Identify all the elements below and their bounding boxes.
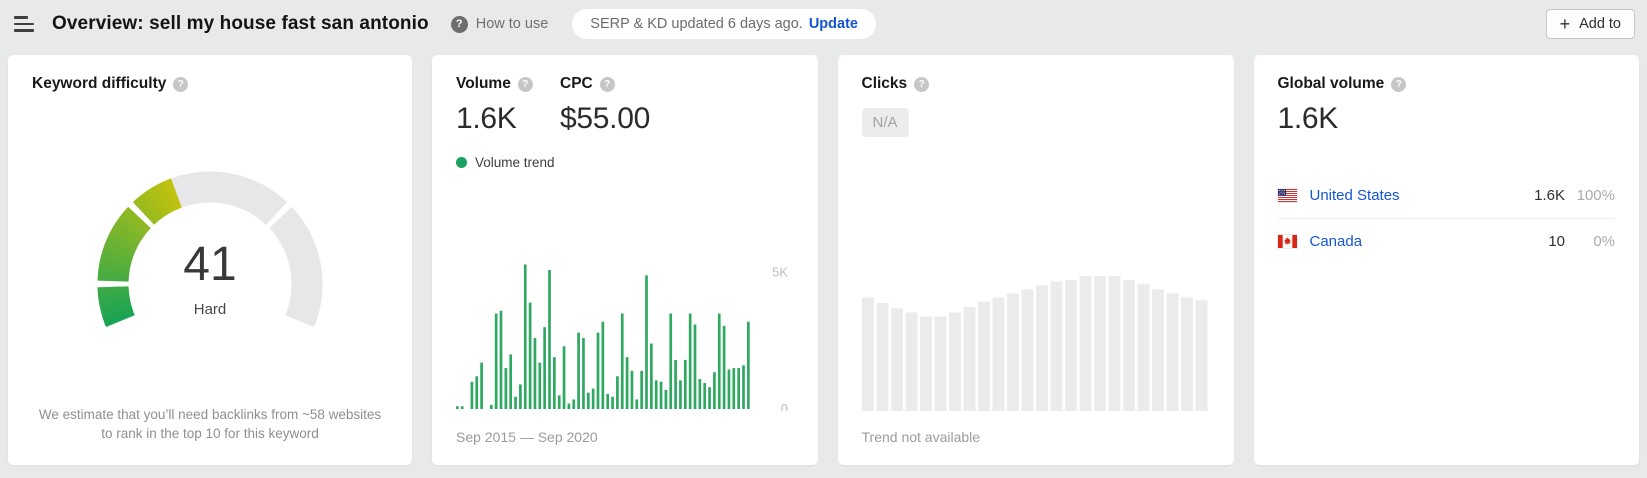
svg-text:5K: 5K [772,265,788,280]
country-row-canada: Canada 10 0% [1277,218,1615,263]
svg-text:41: 41 [183,238,236,291]
serp-kd-status-pill: SERP & KD updated 6 days ago. Update [572,9,876,39]
help-circle-icon[interactable]: ? [517,76,533,92]
clicks-placeholder-chart: Trend not available [861,271,1210,445]
sidebar-toggle-button[interactable] [12,13,36,35]
country-percent: 100% [1576,187,1615,204]
serp-kd-status-text: SERP & KD updated 6 days ago. [590,16,803,32]
card-title-volume: Volume ? [456,75,560,93]
help-circle-icon[interactable]: ? [914,76,930,92]
topbar: Overview: sell my house fast san antonio… [0,0,1647,48]
add-to-label: Add to [1579,16,1621,32]
hamburger-icon [14,16,28,19]
help-circle-icon[interactable]: ? [599,76,615,92]
add-to-button[interactable]: + Add to [1545,9,1635,39]
help-circle-icon[interactable]: ? [450,15,468,33]
country-row-united-states: United States 1.6K 100% [1277,173,1615,218]
global-volume-card: Global volume ? 1.6K [1253,55,1639,465]
country-link[interactable]: United States [1309,187,1400,204]
green-dot-icon [456,157,467,168]
us-flag-icon [1277,189,1297,202]
how-to-use-link[interactable]: How to use [475,16,549,32]
clicks-trend-note: Trend not available [861,429,981,445]
plus-icon: + [1559,13,1571,34]
help-circle-icon[interactable]: ? [173,76,189,92]
country-percent: 0% [1593,232,1615,250]
card-title-global-volume: Global volume ? [1278,75,1616,93]
card-title-keyword-difficulty: Keyword difficulty ? [32,75,388,93]
svg-text:0: 0 [781,401,788,411]
country-volume: 1.6K [1534,187,1565,204]
volume-trend-chart: 5K 0 Sep 2015 — Sep 2020 [456,257,794,445]
volume-trend-legend: Volume trend [456,155,794,170]
card-title-cpc: CPC ? [560,75,650,93]
volume-date-range: Sep 2015 — Sep 2020 [456,429,598,445]
country-volume: 10 [1548,232,1565,250]
clicks-card: Clicks ? N/A Trend not available [837,55,1234,465]
svg-text:Hard: Hard [194,301,227,318]
card-title-clicks: Clicks ? [862,75,1210,93]
kd-gauge: 41 Hard [32,164,388,334]
page-title: Overview: sell my house fast san antonio [52,13,429,34]
update-link[interactable]: Update [808,16,858,32]
volume-cpc-headers: Volume ? 1.6K CPC ? $55.00 [456,75,794,136]
keyword-difficulty-card: Keyword difficulty ? 41 Hard We estimate … [8,55,412,465]
metric-cards-row: Keyword difficulty ? 41 Hard We estimate … [0,48,1647,478]
country-link[interactable]: Canada [1309,232,1363,250]
kd-gauge-chart: 41 Hard [97,171,323,328]
volume-value: 1.6K [456,102,517,135]
volume-card: Volume ? 1.6K CPC ? $55.00 Volume trend [432,55,818,465]
canada-flag-icon [1277,234,1297,248]
country-volume-list: United States 1.6K 100% Canada 10 0% [1277,173,1615,263]
clicks-na-badge: N/A [861,108,909,137]
cpc-value: $55.00 [560,102,650,135]
kd-footnote: We estimate that you’ll need backlinks f… [38,407,382,441]
help-circle-icon[interactable]: ? [1391,76,1407,92]
global-volume-value: 1.6K [1277,102,1339,135]
